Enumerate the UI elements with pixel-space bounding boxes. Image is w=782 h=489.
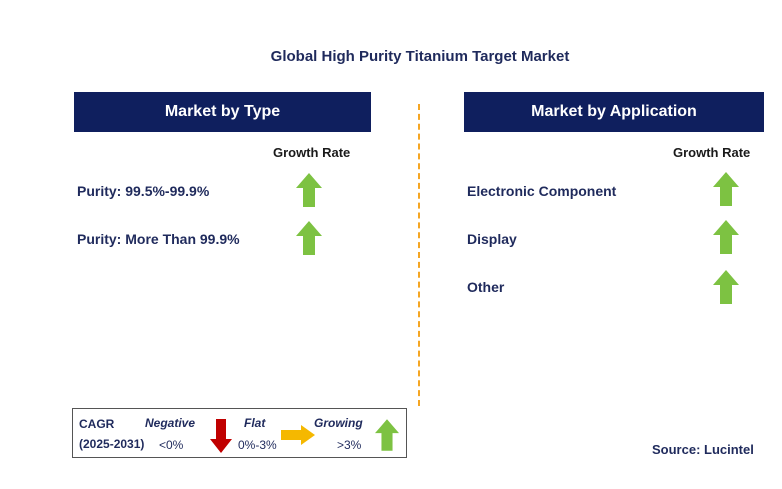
type-item-purity-99-5: Purity: 99.5%-99.9% (77, 183, 210, 199)
cagr-legend: CAGR (2025-2031) Negative <0% Flat 0%-3%… (72, 408, 407, 458)
market-by-application-header: Market by Application (464, 92, 764, 132)
growth-rate-label-type: Growth Rate (273, 145, 351, 160)
legend-flat-label: Flat (244, 416, 266, 430)
application-item-display: Display (467, 231, 517, 247)
up-arrow-icon (296, 173, 322, 207)
chart-title: Global High Purity Titanium Target Marke… (270, 48, 570, 65)
panel-divider (418, 104, 420, 406)
type-item-purity-more-99-9: Purity: More Than 99.9% (77, 231, 240, 247)
up-arrow-icon (296, 221, 322, 255)
legend-growing-label: Growing (314, 416, 363, 430)
right-arrow-icon (281, 425, 315, 445)
source-label: Source: Lucintel (652, 442, 754, 457)
up-arrow-icon (713, 270, 739, 304)
up-arrow-icon (375, 419, 399, 451)
legend-cagr-label: CAGR (79, 417, 115, 431)
legend-period-label: (2025-2031) (79, 437, 145, 451)
legend-flat-value: 0%-3% (238, 438, 277, 452)
legend-negative-value: <0% (159, 438, 184, 452)
application-item-other: Other (467, 279, 505, 295)
up-arrow-icon (713, 220, 739, 254)
down-arrow-icon (210, 419, 232, 453)
growth-rate-label-application: Growth Rate (673, 145, 751, 160)
application-item-electronic-component: Electronic Component (467, 183, 617, 199)
market-by-type-header: Market by Type (74, 92, 371, 132)
legend-negative-label: Negative (145, 416, 196, 430)
legend-growing-value: >3% (337, 438, 362, 452)
up-arrow-icon (713, 172, 739, 206)
